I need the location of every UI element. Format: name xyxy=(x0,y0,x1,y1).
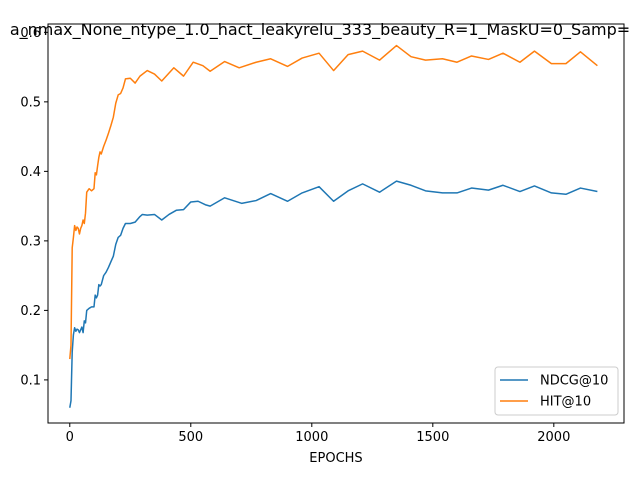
series-line-hit-10 xyxy=(69,44,598,360)
x-axis-ticks: 0 500 1000 1500 2000 xyxy=(66,423,570,445)
x-tick-label: 0 xyxy=(66,430,74,445)
chart-title: a_nmax_None_ntype_1.0_hact_leakyrelu_333… xyxy=(10,20,630,40)
legend-label: HIT@10 xyxy=(540,395,591,410)
series-line-ndcg-10 xyxy=(69,180,598,408)
y-tick-label: 0.5 xyxy=(20,95,41,110)
x-tick-label: 2000 xyxy=(537,430,570,445)
legend: NDCG@10 HIT@10 xyxy=(494,366,619,416)
x-tick-label: 1000 xyxy=(295,430,328,445)
y-tick-label: 0.3 xyxy=(20,234,41,249)
y-tick-label: 0.6 xyxy=(20,26,41,41)
plot-lines xyxy=(69,44,598,408)
legend-frame xyxy=(494,366,619,416)
y-axis-ticks: 0.1 0.2 0.3 0.4 0.5 0.6 xyxy=(20,26,48,388)
y-tick-label: 0.4 xyxy=(20,165,41,180)
y-tick-label: 0.2 xyxy=(20,304,41,319)
y-tick-label: 0.1 xyxy=(20,373,41,388)
plot-area-frame xyxy=(47,23,625,424)
x-tick-label: 500 xyxy=(178,430,203,445)
x-tick-label: 1500 xyxy=(416,430,449,445)
x-axis-label: EPOCHS xyxy=(309,451,362,466)
legend-label: NDCG@10 xyxy=(540,374,608,389)
